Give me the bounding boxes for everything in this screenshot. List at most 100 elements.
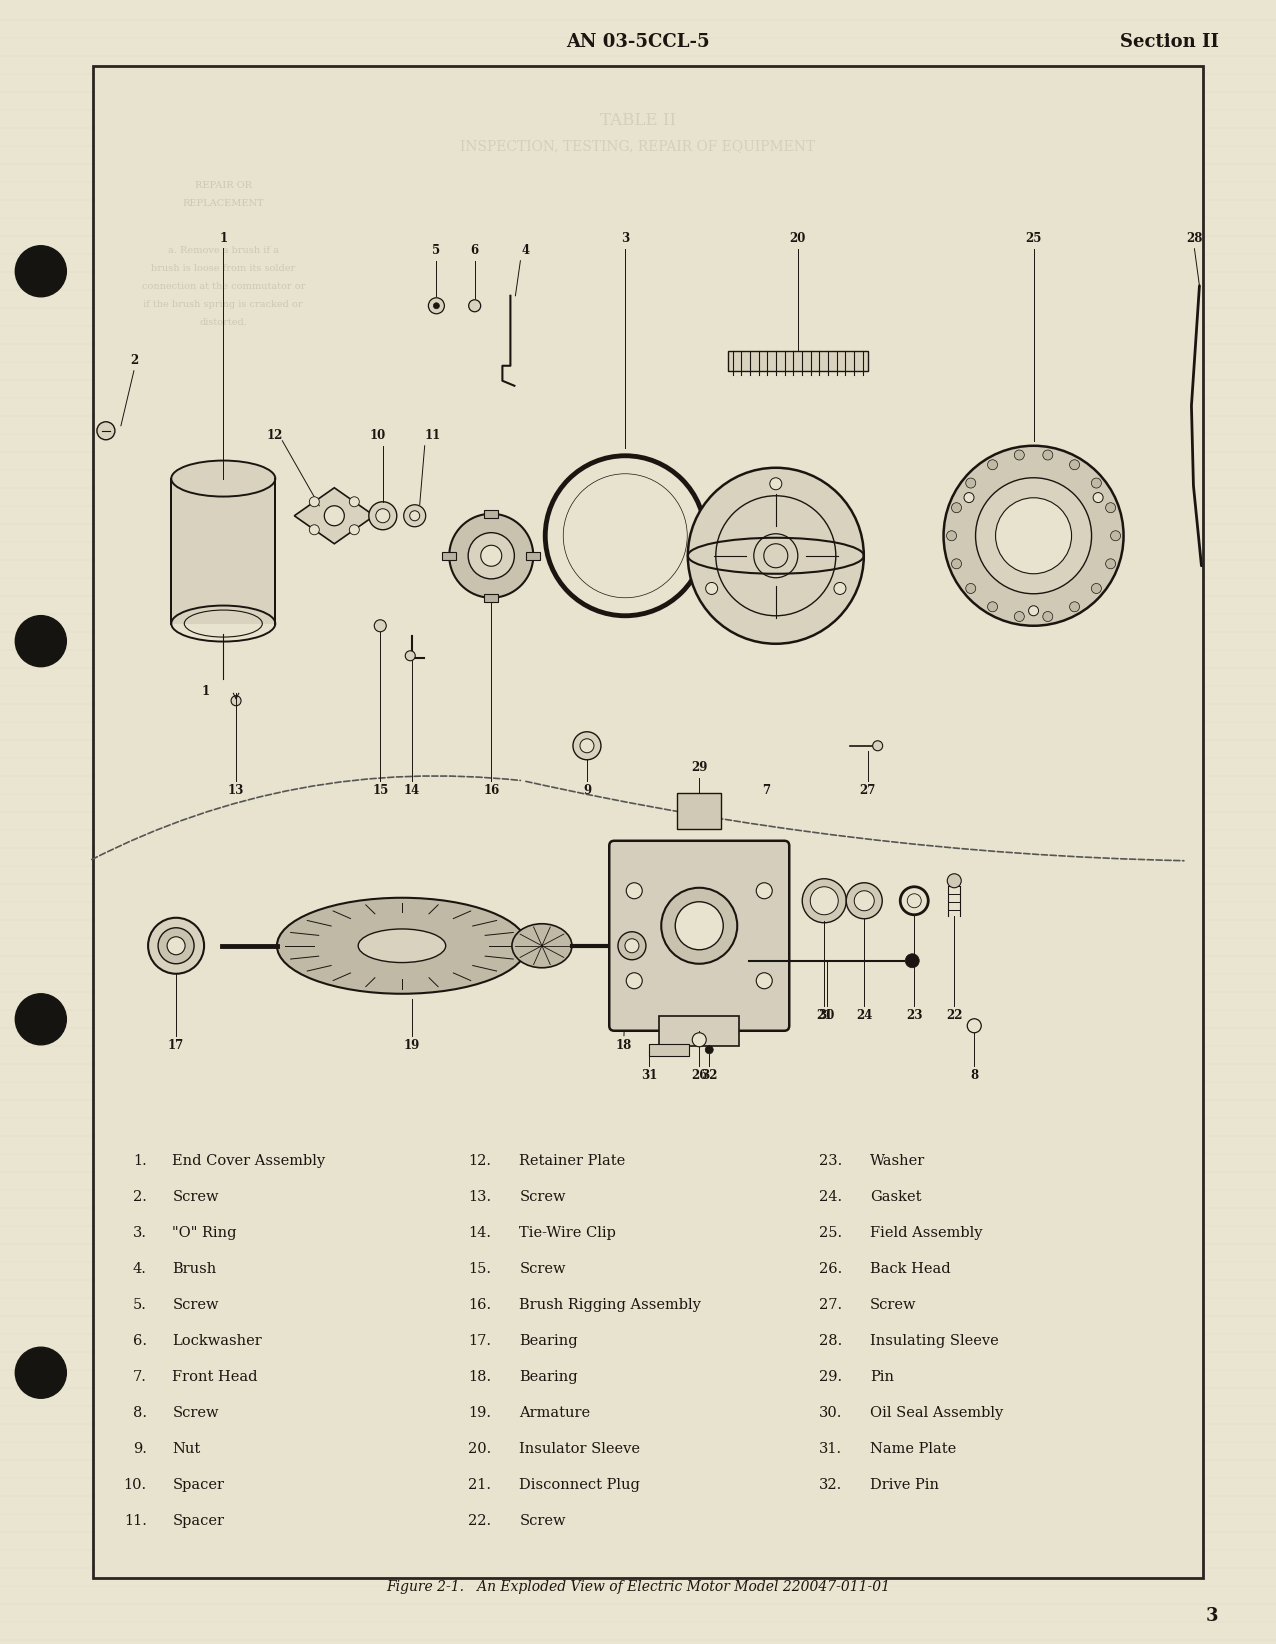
Text: REPLACEMENT: REPLACEMENT bbox=[182, 199, 264, 207]
Text: INSPECTION, TESTING, REPAIR OF EQUIPMENT: INSPECTION, TESTING, REPAIR OF EQUIPMENT bbox=[461, 138, 815, 153]
Text: 25.: 25. bbox=[819, 1226, 842, 1240]
Text: 8: 8 bbox=[970, 1069, 979, 1082]
Text: 12: 12 bbox=[267, 429, 282, 442]
Text: Drive Pin: Drive Pin bbox=[870, 1478, 939, 1491]
Text: 1: 1 bbox=[219, 232, 227, 245]
Circle shape bbox=[873, 741, 883, 751]
Bar bbox=[526, 552, 540, 559]
Bar bbox=[443, 552, 457, 559]
Text: 9.: 9. bbox=[133, 1442, 147, 1455]
Circle shape bbox=[581, 738, 593, 753]
Text: distorted.: distorted. bbox=[199, 317, 248, 327]
Polygon shape bbox=[295, 488, 374, 544]
Text: Screw: Screw bbox=[172, 1297, 218, 1312]
Text: 11.: 11. bbox=[124, 1514, 147, 1527]
Circle shape bbox=[376, 508, 389, 523]
Circle shape bbox=[988, 460, 998, 470]
Circle shape bbox=[706, 1046, 713, 1054]
Circle shape bbox=[1042, 450, 1053, 460]
Circle shape bbox=[350, 524, 360, 534]
Text: Field Assembly: Field Assembly bbox=[870, 1226, 983, 1240]
Text: Screw: Screw bbox=[519, 1261, 565, 1276]
Text: Screw: Screw bbox=[172, 1406, 218, 1420]
Circle shape bbox=[627, 973, 642, 988]
Bar bbox=[171, 478, 276, 623]
Circle shape bbox=[148, 917, 204, 973]
Circle shape bbox=[563, 473, 688, 598]
Circle shape bbox=[769, 478, 782, 490]
Text: TABLE II: TABLE II bbox=[600, 112, 676, 130]
Circle shape bbox=[309, 496, 319, 506]
Text: 21: 21 bbox=[817, 1009, 832, 1023]
Text: 15.: 15. bbox=[468, 1261, 491, 1276]
Circle shape bbox=[15, 615, 66, 667]
Text: REPAIR OR: REPAIR OR bbox=[195, 181, 251, 189]
Bar bbox=[649, 1044, 689, 1055]
Circle shape bbox=[15, 245, 66, 298]
Text: 29.: 29. bbox=[819, 1369, 842, 1384]
Bar bbox=[660, 1016, 739, 1046]
Circle shape bbox=[618, 932, 646, 960]
Circle shape bbox=[952, 559, 962, 569]
Text: 22.: 22. bbox=[468, 1514, 491, 1527]
Text: brush is loose from its solder: brush is loose from its solder bbox=[151, 263, 296, 273]
Text: 7: 7 bbox=[762, 784, 769, 797]
Ellipse shape bbox=[277, 898, 527, 993]
Ellipse shape bbox=[171, 460, 276, 496]
Text: AN 03-5CCL-5: AN 03-5CCL-5 bbox=[567, 33, 709, 51]
Text: 17.: 17. bbox=[468, 1333, 491, 1348]
Text: 13.: 13. bbox=[468, 1190, 491, 1203]
Text: 3: 3 bbox=[621, 232, 629, 245]
Text: Nut: Nut bbox=[172, 1442, 200, 1455]
Text: Name Plate: Name Plate bbox=[870, 1442, 957, 1455]
Circle shape bbox=[754, 534, 798, 577]
Circle shape bbox=[952, 503, 962, 513]
Circle shape bbox=[374, 620, 387, 631]
Text: Lockwasher: Lockwasher bbox=[172, 1333, 262, 1348]
Text: 32.: 32. bbox=[819, 1478, 842, 1491]
Circle shape bbox=[661, 888, 738, 963]
Text: Front Head: Front Head bbox=[172, 1369, 258, 1384]
Circle shape bbox=[757, 883, 772, 899]
Circle shape bbox=[625, 939, 639, 954]
Circle shape bbox=[573, 732, 601, 760]
Text: 18.: 18. bbox=[468, 1369, 491, 1384]
Text: Disconnect Plug: Disconnect Plug bbox=[519, 1478, 641, 1491]
Text: 28: 28 bbox=[1187, 232, 1202, 245]
Text: 3.: 3. bbox=[133, 1226, 147, 1240]
Text: Brush: Brush bbox=[172, 1261, 217, 1276]
Circle shape bbox=[1091, 584, 1101, 593]
Text: 24.: 24. bbox=[819, 1190, 842, 1203]
Bar bbox=[485, 593, 498, 602]
Circle shape bbox=[907, 894, 921, 907]
Text: 19: 19 bbox=[403, 1039, 420, 1052]
Bar bbox=[93, 66, 1203, 1578]
Text: 32: 32 bbox=[701, 1069, 717, 1082]
Circle shape bbox=[468, 533, 514, 579]
Text: 27: 27 bbox=[860, 784, 875, 797]
Circle shape bbox=[966, 584, 976, 593]
Text: Screw: Screw bbox=[519, 1190, 565, 1203]
Text: 2.: 2. bbox=[133, 1190, 147, 1203]
Circle shape bbox=[350, 496, 360, 506]
Text: Bearing: Bearing bbox=[519, 1369, 578, 1384]
Circle shape bbox=[403, 505, 426, 526]
Circle shape bbox=[1042, 612, 1053, 621]
Text: Screw: Screw bbox=[870, 1297, 916, 1312]
Ellipse shape bbox=[359, 929, 445, 962]
Text: 4: 4 bbox=[522, 245, 530, 256]
Circle shape bbox=[449, 515, 533, 598]
Circle shape bbox=[835, 582, 846, 595]
Text: if the brush spring is cracked or: if the brush spring is cracked or bbox=[143, 299, 304, 309]
Text: 14.: 14. bbox=[468, 1226, 491, 1240]
Circle shape bbox=[1110, 531, 1120, 541]
Circle shape bbox=[610, 924, 653, 968]
Text: Brush Rigging Assembly: Brush Rigging Assembly bbox=[519, 1297, 702, 1312]
Text: 5.: 5. bbox=[133, 1297, 147, 1312]
Circle shape bbox=[481, 546, 501, 566]
Text: 20: 20 bbox=[790, 232, 805, 245]
Circle shape bbox=[1091, 478, 1101, 488]
Text: 24: 24 bbox=[856, 1009, 873, 1023]
Circle shape bbox=[167, 937, 185, 955]
Circle shape bbox=[966, 478, 976, 488]
